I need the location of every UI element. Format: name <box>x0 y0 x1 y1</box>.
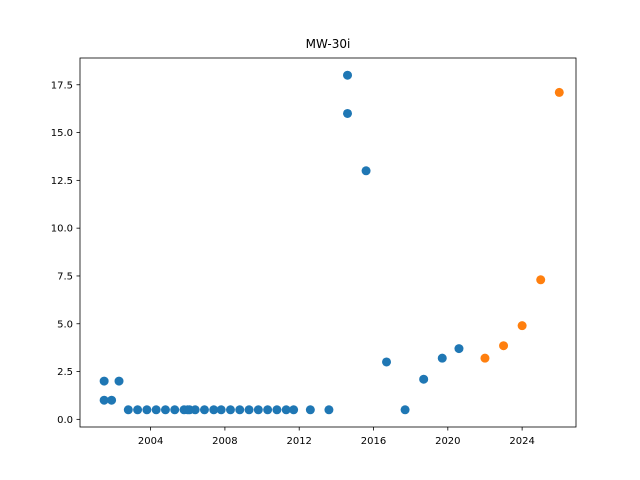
data-point-s1-34 <box>437 353 447 363</box>
x-tick-label-2012: 2012 <box>286 436 311 447</box>
data-point-s1-8 <box>151 405 161 415</box>
data-point-s1-32 <box>400 405 410 415</box>
y-tick-label-7.5: 7.5 <box>57 271 73 282</box>
data-point-s1-33 <box>419 374 429 384</box>
data-point-s1-5 <box>123 405 133 415</box>
data-point-s1-10 <box>170 405 180 415</box>
data-point-s2-2 <box>499 341 509 351</box>
data-point-s1-28 <box>343 70 353 80</box>
data-point-s2-1 <box>480 353 490 363</box>
data-point-s1-31 <box>382 357 392 367</box>
data-point-s2-3 <box>517 321 527 331</box>
data-point-s1-6 <box>133 405 143 415</box>
data-point-s2-4 <box>536 275 546 285</box>
data-point-s1-26 <box>305 405 315 415</box>
y-tick-label-2.5: 2.5 <box>57 367 73 378</box>
data-point-s1-16 <box>209 405 219 415</box>
data-point-s1-18 <box>225 405 235 415</box>
y-tick-label-15: 15.0 <box>51 128 73 139</box>
data-point-s1-4 <box>114 376 124 386</box>
x-tick-label-2020: 2020 <box>435 436 460 447</box>
chart-title: MW-30i <box>306 37 351 51</box>
y-tick-label-0: 0.0 <box>57 415 73 426</box>
data-point-s1-2 <box>99 376 109 386</box>
data-point-s1-25 <box>289 405 299 415</box>
data-point-s1-17 <box>216 405 226 415</box>
data-point-s1-14 <box>190 405 200 415</box>
data-point-s1-30 <box>361 166 371 176</box>
x-tick-label-2004: 2004 <box>138 436 163 447</box>
x-tick-label-2016: 2016 <box>361 436 386 447</box>
data-point-s1-9 <box>160 405 170 415</box>
plot-area: 2004 2008 2012 2016 2020 2024 0.0 2.5 5.0 7.5 10.0… <box>51 57 577 447</box>
y-tick-label-5: 5.0 <box>57 319 73 330</box>
data-point-s1-20 <box>244 405 254 415</box>
data-point-s1-35 <box>454 344 464 354</box>
data-point-s1-23 <box>272 405 282 415</box>
data-point-s1-1 <box>99 395 109 405</box>
data-point-s1-29 <box>343 108 353 118</box>
x-tick-label-2024: 2024 <box>509 436 534 447</box>
data-point-s1-27 <box>324 405 334 415</box>
data-point-s1-19 <box>235 405 245 415</box>
y-tick-label-12.5: 12.5 <box>51 176 73 187</box>
data-point-s1-24 <box>281 405 291 415</box>
data-point-s1-3 <box>107 395 117 405</box>
x-tick-label-2008: 2008 <box>212 436 237 447</box>
data-point-s1-7 <box>142 405 152 415</box>
axes-frame <box>79 57 577 428</box>
data-point-s1-21 <box>253 405 263 415</box>
y-tick-label-17.5: 17.5 <box>51 80 73 91</box>
data-point-s1-15 <box>199 405 209 415</box>
data-point-s1-22 <box>263 405 273 415</box>
y-tick-label-10: 10.0 <box>51 224 73 235</box>
data-point-s2-5 <box>554 87 564 97</box>
